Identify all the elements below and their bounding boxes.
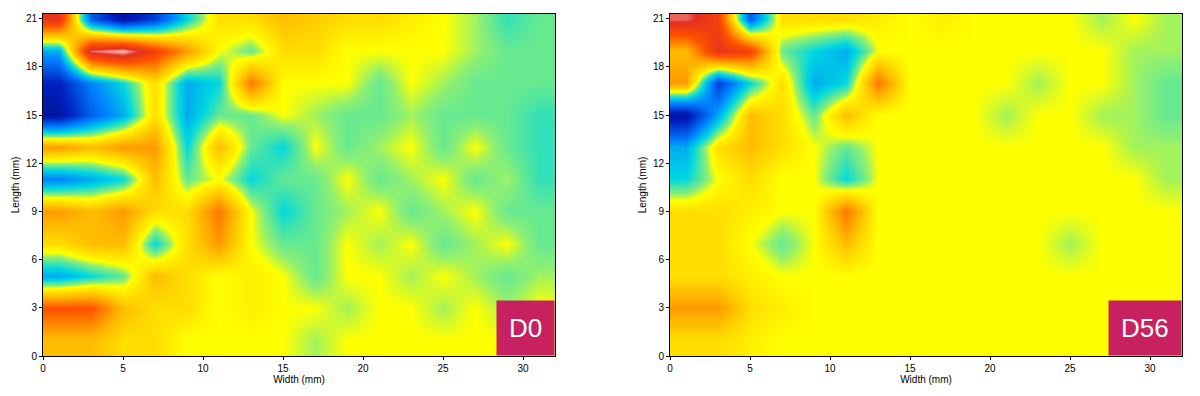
svg-text:18: 18 [26,61,38,72]
svg-text:20: 20 [984,363,996,374]
svg-text:Width (mm): Width (mm) [900,374,952,385]
svg-text:5: 5 [120,363,126,374]
svg-text:Length (mm): Length (mm) [10,157,21,214]
svg-text:6: 6 [658,254,664,265]
svg-text:21: 21 [653,13,665,24]
svg-text:30: 30 [517,363,529,374]
svg-text:20: 20 [357,363,369,374]
svg-text:25: 25 [437,363,449,374]
svg-text:Length (mm): Length (mm) [637,157,648,214]
svg-text:10: 10 [197,363,209,374]
svg-text:0: 0 [40,363,46,374]
svg-text:9: 9 [658,206,664,217]
svg-text:25: 25 [1064,363,1076,374]
svg-text:9: 9 [31,206,37,217]
svg-text:0: 0 [31,351,37,362]
svg-text:0: 0 [667,363,673,374]
svg-text:21: 21 [26,13,38,24]
svg-text:0: 0 [658,351,664,362]
svg-text:D0: D0 [509,313,542,343]
svg-text:18: 18 [653,61,665,72]
svg-text:Width (mm): Width (mm) [273,374,325,385]
svg-text:3: 3 [658,302,664,313]
svg-text:15: 15 [26,110,38,121]
svg-text:12: 12 [653,158,665,169]
svg-text:15: 15 [904,363,916,374]
svg-text:30: 30 [1144,363,1156,374]
svg-text:3: 3 [31,302,37,313]
svg-text:5: 5 [747,363,753,374]
svg-text:12: 12 [26,158,38,169]
svg-text:6: 6 [31,254,37,265]
svg-text:15: 15 [653,110,665,121]
svg-text:15: 15 [277,363,289,374]
svg-text:D56: D56 [1121,313,1169,343]
svg-text:10: 10 [824,363,836,374]
